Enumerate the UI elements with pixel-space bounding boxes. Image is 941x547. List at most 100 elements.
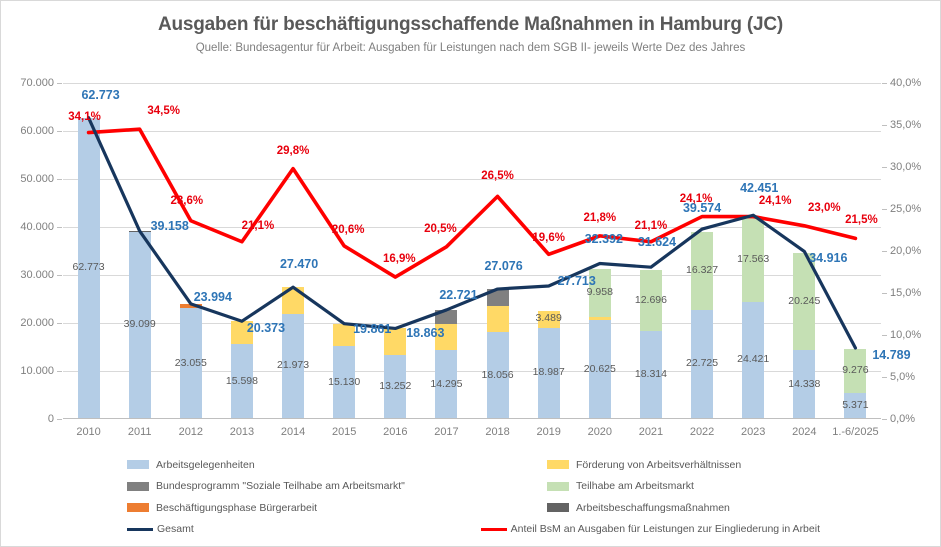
bar-segment[interactable] — [588, 320, 611, 419]
bar-segment[interactable] — [128, 231, 151, 419]
legend-item[interactable]: Teilhabe am Arbeitsmarkt — [547, 480, 694, 492]
legend-item[interactable]: Arbeitsgelegenheiten — [127, 459, 547, 471]
bar-stack[interactable] — [639, 270, 662, 419]
legend-label: Gesamt — [157, 523, 194, 536]
line-series-overlay — [86, 116, 858, 350]
bar-segment-label: 20.245 — [788, 294, 821, 307]
legend-label: Arbeitsgelegenheiten — [156, 458, 255, 471]
legend-item[interactable]: Gesamt — [127, 523, 481, 535]
bar-segment[interactable] — [742, 217, 765, 302]
y-tick-label-left: 0 — [47, 413, 54, 425]
bar-segment[interactable] — [179, 308, 202, 419]
bar-stack[interactable] — [282, 287, 305, 419]
bar-stack[interactable] — [77, 117, 100, 419]
bar-segment[interactable] — [230, 344, 253, 419]
bar-segment[interactable] — [844, 348, 867, 394]
gesamt-value-label: 27.713 — [557, 273, 596, 288]
anteil-value-label: 19,6% — [532, 232, 565, 245]
bar-segment[interactable] — [486, 305, 509, 333]
bar-segment[interactable] — [333, 323, 356, 347]
gesamt-line — [86, 116, 858, 350]
anteil-value-label: 26,5% — [481, 170, 514, 183]
legend-swatch-icon — [127, 481, 149, 491]
bar-segment[interactable] — [588, 268, 611, 317]
bar-stack[interactable] — [588, 268, 611, 419]
legend-item[interactable]: Arbeitsbeschaffungsmaßnahmen — [547, 502, 730, 514]
bar-stack[interactable] — [742, 217, 765, 419]
x-tick-label: 2021 — [638, 426, 664, 438]
x-tick-label: 2018 — [485, 426, 510, 438]
bar-segment[interactable] — [435, 350, 458, 419]
bar-segment[interactable] — [537, 311, 560, 328]
bar-segment-label: 9.276 — [842, 363, 869, 376]
bar-segment[interactable] — [384, 328, 407, 356]
y-tick-left — [57, 419, 62, 420]
legend-item[interactable]: Förderung von Arbeitsverhältnissen — [547, 459, 741, 471]
x-tick-label: 2022 — [689, 426, 715, 438]
legend-item[interactable]: Bundesprogramm "Soziale Teilhabe am Arbe… — [127, 480, 547, 492]
bar-segment-label: 22.725 — [686, 357, 719, 370]
bar-segment-label: 18.987 — [532, 366, 565, 379]
bar-stack[interactable] — [844, 348, 867, 419]
gesamt-value-label: 20.373 — [246, 321, 286, 336]
x-tick-label: 2019 — [536, 426, 561, 438]
bar-segment[interactable] — [384, 355, 407, 419]
plot-area: 0 10.000 20.000 30.000 40.000 50.000 60.000 70.… — [20, 77, 921, 438]
legend-item[interactable]: Anteil BsM an Ausgaben für Leistungen zu… — [480, 523, 820, 536]
bar-segment[interactable] — [639, 331, 662, 419]
bar-segment[interactable] — [230, 321, 253, 345]
bar-stack[interactable] — [384, 328, 407, 419]
bar-segment[interactable] — [333, 346, 356, 419]
bar-segment[interactable] — [282, 313, 305, 419]
y-tick-left — [57, 131, 62, 132]
bar-segment-label: 14.295 — [430, 377, 463, 390]
y-tick-left — [57, 275, 62, 276]
y-tick-left — [57, 83, 62, 84]
legend-swatch-icon — [127, 460, 149, 470]
bar-segment[interactable] — [639, 270, 662, 332]
bar-segment-label: 62.773 — [72, 261, 105, 274]
anteil-value-label: 21,1% — [241, 219, 275, 232]
x-tick-label: 2014 — [280, 426, 306, 438]
gridline — [63, 371, 881, 372]
anteil-value-label: 21,5% — [845, 214, 878, 227]
y-tick-right — [882, 251, 887, 252]
x-tick-label: 2016 — [383, 426, 408, 438]
bar-segment[interactable] — [179, 303, 202, 309]
bar-segment[interactable] — [742, 301, 765, 419]
bar-segment[interactable] — [77, 117, 100, 419]
bar-segment-label: 12.696 — [634, 293, 667, 306]
bar-segment-label: 39.099 — [123, 318, 156, 331]
bar-stack[interactable] — [435, 309, 458, 419]
bar-segment[interactable] — [691, 231, 714, 310]
bar-segment[interactable] — [844, 393, 867, 419]
bar-segment[interactable] — [691, 309, 714, 419]
gesamt-value-label: 39.574 — [682, 201, 722, 216]
legend-item[interactable]: Beschäftigungsphase Bürgerarbeit — [127, 502, 547, 514]
bar-segment-label: 5.371 — [842, 399, 869, 412]
bar-segment-label: 17.563 — [737, 252, 770, 265]
bar-segment[interactable] — [588, 316, 611, 320]
bar-stack[interactable] — [230, 321, 253, 419]
anteil-value-label: 23,6% — [170, 194, 204, 207]
bar-stack[interactable] — [691, 231, 714, 419]
bar-segment[interactable] — [537, 327, 560, 419]
y-tick-label-left: 10.000 — [20, 365, 54, 377]
legend-label: Anteil BsM an Ausgaben für Leistungen zu… — [510, 523, 820, 536]
bar-stack[interactable] — [333, 323, 356, 419]
gridline — [63, 83, 881, 84]
bar-segment[interactable] — [486, 289, 509, 306]
anteil-value-label: 21,8% — [583, 211, 617, 224]
bar-stack[interactable] — [486, 289, 509, 419]
bar-segment[interactable] — [282, 287, 305, 314]
bar-segment[interactable] — [486, 332, 509, 419]
legend-label: Arbeitsbeschaffungsmaßnahmen — [576, 501, 730, 514]
x-tick-label: 1.-6/2025 — [832, 426, 879, 438]
bar-stack[interactable] — [179, 303, 202, 419]
bar-stack[interactable] — [537, 311, 560, 419]
bar-segment[interactable] — [435, 324, 458, 351]
y-tick-right — [882, 209, 887, 210]
bar-segment[interactable] — [793, 350, 816, 419]
bar-stack[interactable] — [793, 253, 816, 419]
bar-segment[interactable] — [793, 253, 816, 351]
